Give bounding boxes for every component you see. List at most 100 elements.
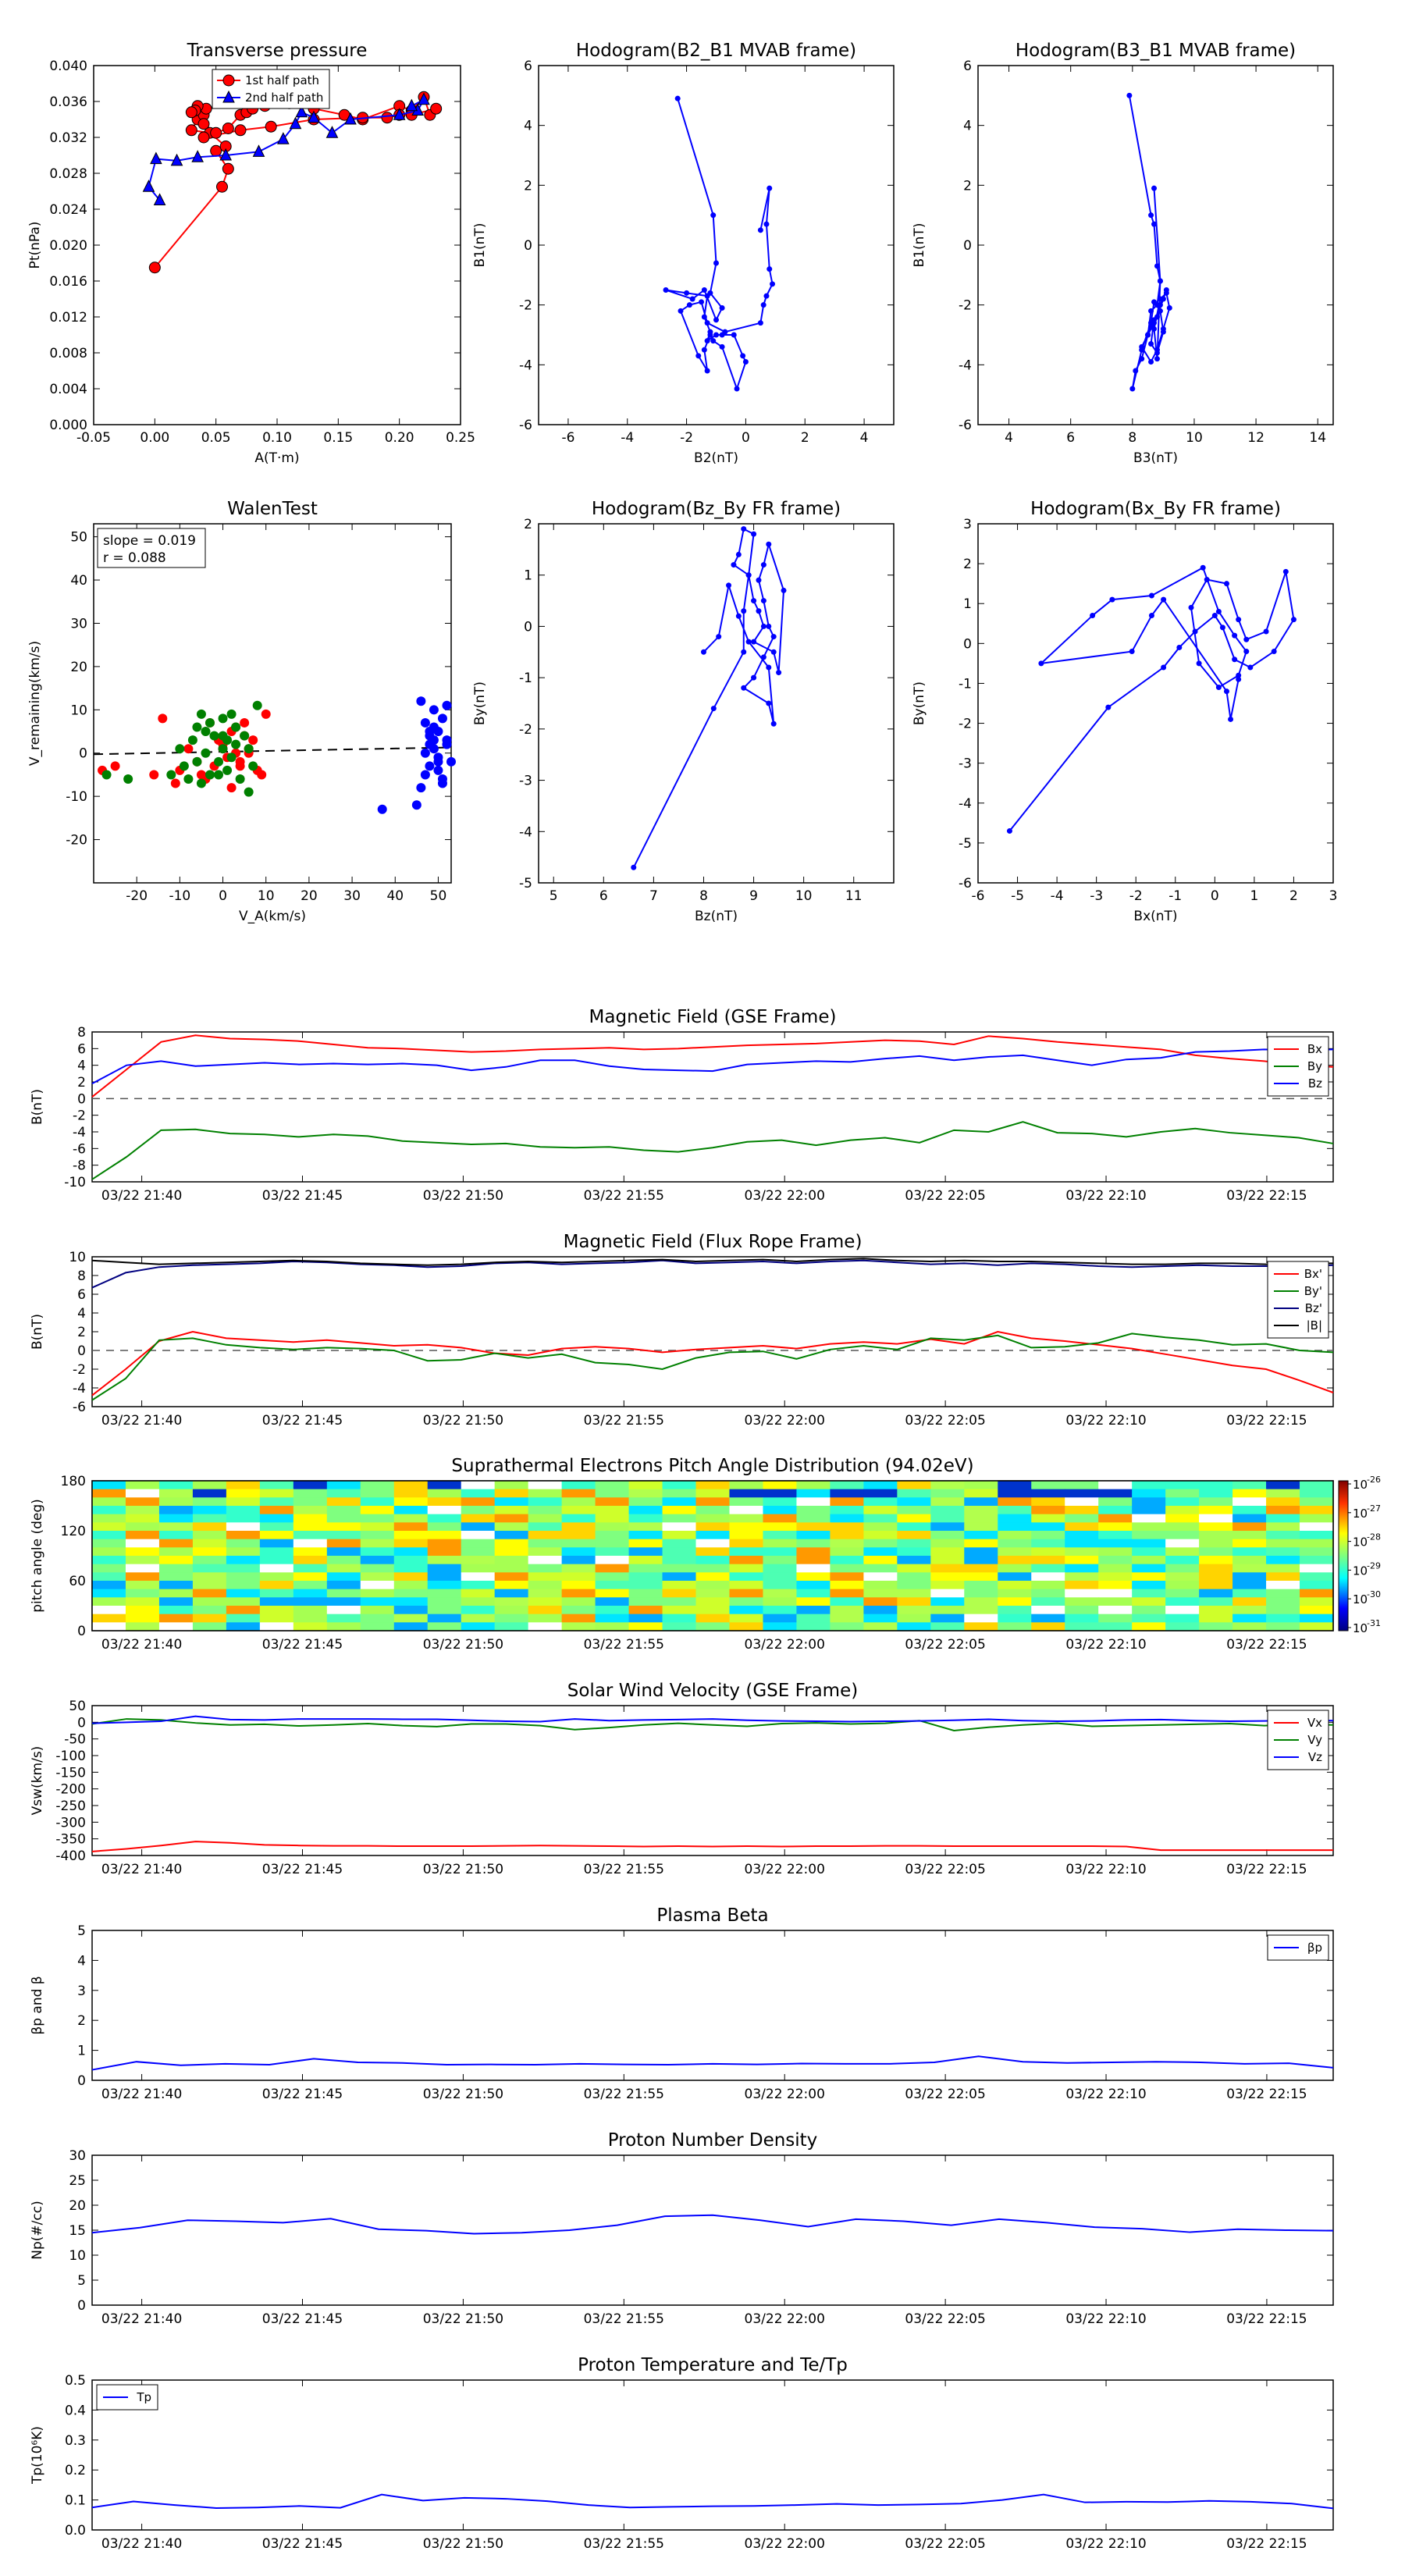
x-tick-label: 12 — [1247, 430, 1264, 446]
heatmap-cell — [763, 1589, 797, 1598]
data-point — [1154, 347, 1160, 353]
heatmap-cell — [1065, 1489, 1099, 1498]
heatmap-cell — [360, 1489, 395, 1498]
heatmap-cell — [897, 1606, 931, 1615]
x-axis-label: B2(nT) — [694, 450, 738, 466]
heatmap-cell — [1266, 1547, 1300, 1557]
time-tick-label: 03/22 22:05 — [905, 1862, 985, 1877]
scatter-point — [446, 756, 456, 767]
scatter-point — [123, 774, 133, 784]
scatter-point — [166, 770, 176, 780]
heatmap-cell — [595, 1506, 630, 1515]
data-point — [1154, 356, 1160, 362]
heatmap-cell — [1065, 1531, 1099, 1540]
heatmap-cell — [695, 1556, 730, 1565]
time-tick-label: 03/22 21:40 — [101, 2087, 182, 2102]
heatmap-cell — [427, 1597, 462, 1606]
heatmap-cell — [1065, 1481, 1099, 1490]
x-tick-label: 0 — [1211, 888, 1219, 904]
x-tick-label: -1 — [1168, 888, 1182, 904]
heatmap-cell — [1031, 1606, 1065, 1615]
data-point — [701, 287, 707, 293]
heatmap-cell — [92, 1614, 126, 1623]
heatmap-cell — [1300, 1606, 1334, 1615]
heatmap-cell — [561, 1614, 596, 1623]
heatmap-cell — [528, 1497, 563, 1507]
scatter-point — [205, 717, 215, 728]
x-tick-label: 4 — [860, 430, 869, 446]
x-tick-label: -5 — [1011, 888, 1024, 904]
data-point — [1204, 577, 1210, 583]
heatmap-cell — [1098, 1589, 1133, 1598]
heatmap-cell — [628, 1589, 663, 1598]
heatmap-cell — [293, 1514, 328, 1523]
heatmap-cell — [930, 1547, 965, 1557]
heatmap-cell — [494, 1497, 529, 1507]
scatter-point — [235, 756, 245, 767]
heatmap-cell — [998, 1572, 1032, 1582]
heatmap-cell — [125, 1589, 160, 1598]
heatmap-cell — [830, 1597, 864, 1606]
data-point — [185, 124, 197, 137]
heatmap-cell — [998, 1597, 1032, 1606]
heatmap-cell — [695, 1531, 730, 1540]
heatmap-cell — [528, 1556, 563, 1565]
heatmap-cell — [259, 1522, 294, 1532]
y-axis-label: βp and β — [30, 1976, 45, 2034]
y-tick-label: -4 — [73, 1125, 86, 1140]
data-point — [393, 108, 406, 120]
legend-label: Bx — [1307, 1042, 1322, 1056]
heatmap-cell — [763, 1539, 797, 1548]
heatmap-cell — [360, 1556, 395, 1565]
heatmap-cell — [729, 1531, 763, 1540]
scatter-point — [209, 731, 219, 741]
heatmap-cell — [1199, 1581, 1233, 1590]
heatmap-cell — [1132, 1622, 1166, 1631]
heatmap-cell — [494, 1481, 529, 1490]
data-point — [731, 562, 737, 568]
time-tick-label: 03/22 22:00 — [745, 1413, 825, 1429]
data-point — [713, 332, 719, 338]
heatmap-cell — [1266, 1506, 1300, 1515]
heatmap-cell — [830, 1614, 864, 1623]
chart-hodogram_b3_b1: Hodogram(B3_B1 MVAB frame) 4 6 8 10 12 14 -6 -4 -… — [912, 41, 1334, 466]
heatmap-cell — [964, 1622, 998, 1631]
data-point — [148, 262, 161, 274]
heatmap-cell — [226, 1581, 261, 1590]
series-line — [91, 2055, 1334, 2071]
data-point — [1151, 326, 1158, 332]
heatmap-cell — [1132, 1572, 1166, 1582]
data-point — [1148, 308, 1154, 314]
y-tick-label: 0 — [963, 238, 972, 254]
heatmap-cell — [1098, 1506, 1133, 1515]
heatmap-cell — [628, 1564, 663, 1573]
heatmap-cell — [1199, 1564, 1233, 1573]
heatmap-cell — [92, 1564, 126, 1573]
heatmap-cell — [628, 1497, 663, 1507]
x-tick-label: 0 — [742, 430, 750, 446]
data-point — [197, 118, 210, 130]
heatmap-cell — [360, 1547, 395, 1557]
heatmap-cell — [1132, 1514, 1166, 1523]
heatmap-cell — [360, 1506, 395, 1515]
data-point — [405, 98, 418, 112]
heatmap-cell — [360, 1481, 395, 1490]
data-point — [674, 95, 681, 101]
y-tick-label: 3 — [77, 1984, 86, 1999]
legend-label: Bx' — [1304, 1267, 1322, 1281]
heatmap-cell — [796, 1572, 831, 1582]
heatmap-cell — [1232, 1606, 1267, 1615]
heatmap-cell — [158, 1556, 194, 1565]
data-point — [766, 623, 772, 629]
heatmap-cell — [796, 1531, 831, 1540]
heatmap-cell — [930, 1497, 965, 1507]
heatmap-cell — [1165, 1556, 1200, 1565]
data-point — [277, 132, 290, 144]
data-point — [1154, 314, 1160, 320]
heatmap-cell — [528, 1547, 563, 1557]
time-tick-label: 03/22 22:10 — [1065, 2311, 1146, 2327]
heatmap-cell — [393, 1531, 429, 1540]
heatmap-cell — [796, 1481, 831, 1490]
x-tick-label: 0 — [219, 888, 227, 904]
